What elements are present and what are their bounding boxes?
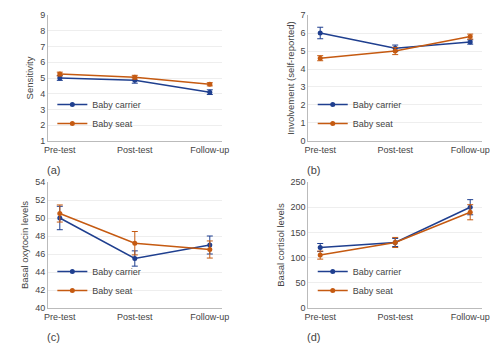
svg-text:Baby seat: Baby seat xyxy=(353,119,394,129)
svg-text:50: 50 xyxy=(296,278,306,288)
svg-text:50: 50 xyxy=(35,213,45,223)
svg-text:100: 100 xyxy=(291,253,306,263)
svg-text:Follow-up: Follow-up xyxy=(451,145,490,155)
svg-text:0: 0 xyxy=(301,136,306,146)
svg-text:Follow-up: Follow-up xyxy=(190,312,229,322)
svg-text:3: 3 xyxy=(301,82,306,92)
svg-text:2: 2 xyxy=(40,120,45,130)
svg-text:Baby carrier: Baby carrier xyxy=(353,267,402,277)
svg-text:40: 40 xyxy=(35,303,45,313)
svg-text:Baby carrier: Baby carrier xyxy=(92,100,141,110)
svg-text:Pre-test: Pre-test xyxy=(304,145,336,155)
svg-text:8: 8 xyxy=(40,26,45,36)
svg-text:2: 2 xyxy=(301,100,306,110)
svg-text:Pre-test: Pre-test xyxy=(44,312,76,322)
svg-text:(b): (b) xyxy=(307,164,320,176)
svg-text:(c): (c) xyxy=(47,331,60,343)
svg-text:7: 7 xyxy=(40,42,45,52)
svg-text:Post-test: Post-test xyxy=(377,312,413,322)
svg-text:4: 4 xyxy=(301,64,306,74)
svg-text:200: 200 xyxy=(291,202,306,212)
svg-text:1: 1 xyxy=(40,136,45,146)
svg-text:250: 250 xyxy=(291,177,306,187)
svg-text:42: 42 xyxy=(35,285,45,295)
svg-text:Pre-test: Pre-test xyxy=(44,145,76,155)
svg-text:9: 9 xyxy=(40,10,45,20)
svg-text:0: 0 xyxy=(301,303,306,313)
svg-text:46: 46 xyxy=(35,249,45,259)
svg-text:5: 5 xyxy=(301,46,306,56)
svg-text:4: 4 xyxy=(40,89,45,99)
svg-text:5: 5 xyxy=(40,73,45,83)
svg-text:150: 150 xyxy=(291,228,306,238)
svg-text:Involvement (self-reported): Involvement (self-reported) xyxy=(285,21,296,135)
svg-text:(d): (d) xyxy=(307,331,320,343)
svg-text:Baby seat: Baby seat xyxy=(92,119,133,129)
svg-text:Post-test: Post-test xyxy=(377,145,413,155)
svg-text:Post-test: Post-test xyxy=(117,312,153,322)
svg-text:52: 52 xyxy=(35,195,45,205)
svg-text:Follow-up: Follow-up xyxy=(190,145,229,155)
svg-text:6: 6 xyxy=(40,57,45,67)
svg-text:Sensitivity: Sensitivity xyxy=(24,56,35,99)
svg-text:Post-test: Post-test xyxy=(117,145,153,155)
svg-text:Basal cortisol levels: Basal cortisol levels xyxy=(275,203,286,287)
svg-text:Baby carrier: Baby carrier xyxy=(92,267,141,277)
svg-text:Baby seat: Baby seat xyxy=(92,286,133,296)
svg-text:48: 48 xyxy=(35,231,45,241)
svg-text:7: 7 xyxy=(301,10,306,20)
svg-text:Follow-up: Follow-up xyxy=(451,312,490,322)
svg-text:1: 1 xyxy=(301,118,306,128)
svg-text:Pre-test: Pre-test xyxy=(304,312,336,322)
svg-text:(a): (a) xyxy=(47,164,60,176)
svg-text:6: 6 xyxy=(301,28,306,38)
svg-text:3: 3 xyxy=(40,105,45,115)
svg-text:Baby seat: Baby seat xyxy=(353,286,394,296)
svg-text:Baby carrier: Baby carrier xyxy=(353,100,402,110)
svg-text:54: 54 xyxy=(35,177,45,187)
svg-text:44: 44 xyxy=(35,267,45,277)
svg-text:Basal oxytocin levels: Basal oxytocin levels xyxy=(19,201,30,289)
